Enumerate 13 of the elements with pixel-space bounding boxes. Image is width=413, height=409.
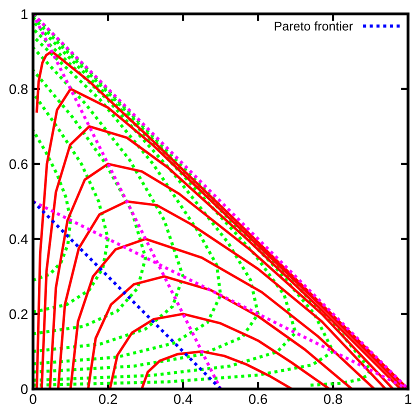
text: Pareto frontier bbox=[274, 21, 353, 31]
y-tick-label: 0.2 bbox=[9, 309, 28, 320]
y-tick-label: 0.4 bbox=[9, 234, 28, 244]
y-tick-label: 0.6 bbox=[9, 159, 28, 170]
x-tick-label: 0.8 bbox=[324, 394, 342, 404]
y-tick-label: 1 bbox=[22, 9, 28, 19]
x-tick-label: 0.4 bbox=[174, 394, 192, 404]
x-tick-label: 0.6 bbox=[248, 394, 268, 404]
y-tick-label: 0 bbox=[21, 384, 28, 394]
x-tick-label: 1 bbox=[405, 394, 412, 404]
x-tick-label: 0 bbox=[30, 394, 36, 404]
x-tick-label: 0.2 bbox=[98, 394, 117, 404]
y-tick-label: 0.8 bbox=[9, 84, 28, 94]
